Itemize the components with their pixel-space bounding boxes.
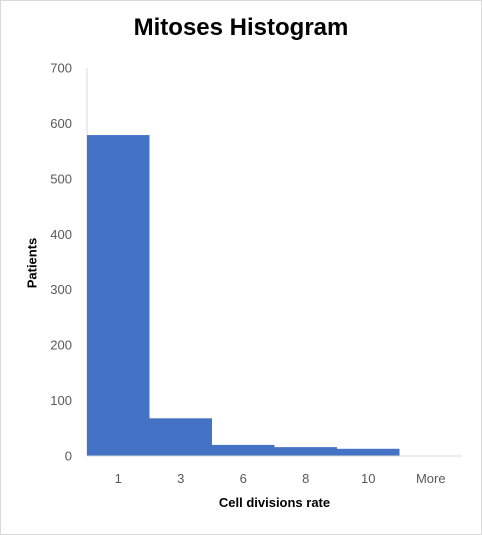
x-tick-label: 8: [302, 471, 309, 486]
y-tick-label: 500: [50, 171, 72, 186]
bar: [212, 444, 275, 456]
chart-title: Mitoses Histogram: [133, 14, 349, 41]
x-tick-label: 6: [240, 471, 247, 486]
bar: [274, 447, 337, 456]
x-tick-label: 3: [177, 471, 184, 486]
y-tick-label: 400: [50, 227, 72, 242]
x-tick-label: 10: [361, 471, 375, 486]
y-tick-label: 0: [65, 449, 72, 464]
bar: [149, 418, 212, 456]
x-axis-title: Cell divisions rate: [218, 495, 331, 510]
y-tick-label: 100: [50, 393, 72, 408]
y-tick-label: 200: [50, 338, 72, 353]
x-tick-label: More: [416, 471, 446, 486]
bar: [337, 448, 400, 456]
y-tick-label: 300: [50, 282, 72, 297]
x-tick-label: 1: [115, 471, 122, 486]
y-tick-label: 700: [50, 61, 72, 76]
bar: [87, 135, 150, 456]
y-tick-label: 600: [50, 116, 72, 131]
